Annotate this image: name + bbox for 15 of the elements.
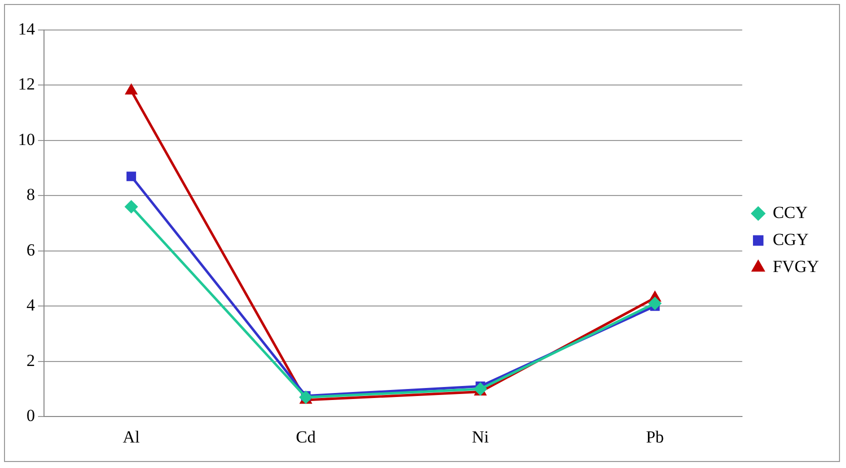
y-tick-label: 14 (18, 19, 36, 38)
x-tick-label: Cd (296, 427, 316, 446)
y-tick-label: 10 (18, 130, 35, 149)
y-tick-label: 12 (18, 74, 35, 94)
legend-label: FVGY (772, 256, 820, 276)
legend-label: CGY (772, 230, 809, 249)
x-tick-label: Ni (472, 427, 490, 446)
x-tick-label: Pb (646, 427, 664, 446)
y-tick-label: 4 (26, 296, 36, 315)
y-tick-label: 0 (26, 406, 35, 426)
y-tick-label: 2 (26, 350, 35, 370)
y-tick-label: 8 (26, 185, 35, 204)
x-tick-label: Al (122, 427, 140, 446)
y-tick-label: 6 (26, 240, 35, 260)
legend-label: CCY (772, 202, 808, 222)
